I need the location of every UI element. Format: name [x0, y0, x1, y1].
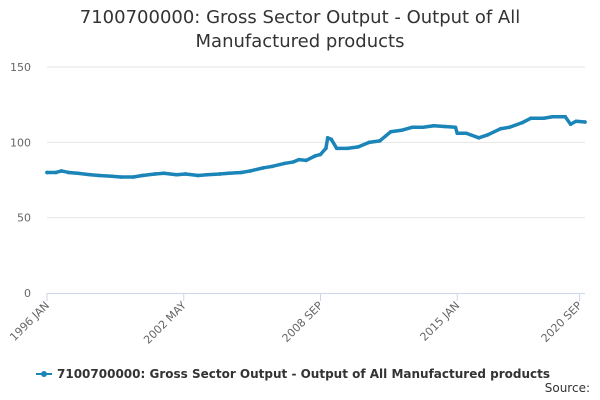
chart-title-line-2: Manufactured products [195, 31, 405, 52]
data-point [574, 119, 578, 124]
data-point [97, 173, 101, 178]
data-point [563, 114, 568, 119]
data-point [421, 125, 425, 130]
chart-title-line-1: 7100700000: Gross Sector Output - Output… [79, 7, 521, 28]
x-tick-label: 2020 SEP [539, 299, 585, 345]
y-tick-label: 100 [10, 136, 31, 149]
data-point [410, 125, 415, 130]
data-point [162, 171, 166, 176]
data-point [378, 139, 382, 143]
data-point [205, 172, 209, 177]
data-point [477, 136, 481, 140]
data-point [356, 145, 361, 149]
data-point [217, 172, 222, 176]
data-point [270, 164, 274, 169]
data-point [453, 125, 458, 130]
data-point [367, 140, 371, 145]
series-line [45, 114, 587, 179]
source-credit[interactable]: Source: [544, 381, 590, 395]
x-tick-label: 1996 JAN [7, 299, 52, 344]
data-point [140, 173, 145, 178]
data-point [118, 175, 123, 179]
data-point [297, 157, 301, 162]
x-tick-label: 2002 MAY [141, 299, 189, 347]
data-point [550, 114, 555, 119]
data-point [455, 131, 460, 136]
chart-title: 7100700000: Gross Sector Output - Output… [0, 6, 600, 54]
data-point [568, 122, 573, 127]
data-point [153, 172, 157, 176]
data-point [529, 116, 533, 121]
legend-dot [41, 371, 47, 377]
data-point [183, 172, 188, 176]
data-point [261, 166, 265, 170]
data-point [464, 131, 469, 136]
y-tick-label: 150 [10, 61, 31, 74]
data-point [226, 171, 231, 176]
data-point [54, 170, 58, 175]
data-point [345, 146, 350, 151]
data-point [313, 154, 317, 158]
data-point [432, 123, 436, 128]
y-tick-label: 50 [17, 212, 31, 225]
data-point [318, 152, 323, 157]
data-point [520, 120, 524, 125]
data-point [399, 128, 404, 133]
legend-label: 7100700000: Gross Sector Output - Output… [57, 367, 551, 381]
data-point [507, 125, 512, 130]
legend-item[interactable]: 7100700000: Gross Sector Output - Output… [36, 364, 550, 384]
data-point [583, 120, 587, 124]
data-point [388, 129, 393, 134]
data-point [109, 174, 114, 179]
data-point [248, 169, 253, 173]
data-point [442, 124, 447, 129]
data-point [541, 116, 546, 121]
data-point [498, 126, 503, 131]
x-tick-label: 2015 JAN [418, 299, 463, 344]
data-point [291, 160, 296, 164]
data-point [59, 169, 64, 173]
data-point [196, 173, 200, 178]
data-point [334, 146, 339, 151]
data-point [304, 158, 308, 163]
data-point [239, 170, 244, 175]
data-point [45, 170, 49, 175]
legend-line-icon [36, 368, 52, 380]
x-tick-label: 2008 SEP [280, 299, 326, 345]
data-point [174, 172, 179, 177]
data-point [88, 172, 92, 177]
data-point [325, 136, 330, 140]
y-tick-label: 0 [24, 287, 31, 300]
data-point [75, 171, 80, 176]
data-point [282, 161, 287, 166]
data-point [486, 133, 490, 137]
data-point [324, 146, 328, 151]
data-point [131, 175, 136, 179]
data-point [66, 170, 71, 175]
data-point [329, 137, 334, 142]
